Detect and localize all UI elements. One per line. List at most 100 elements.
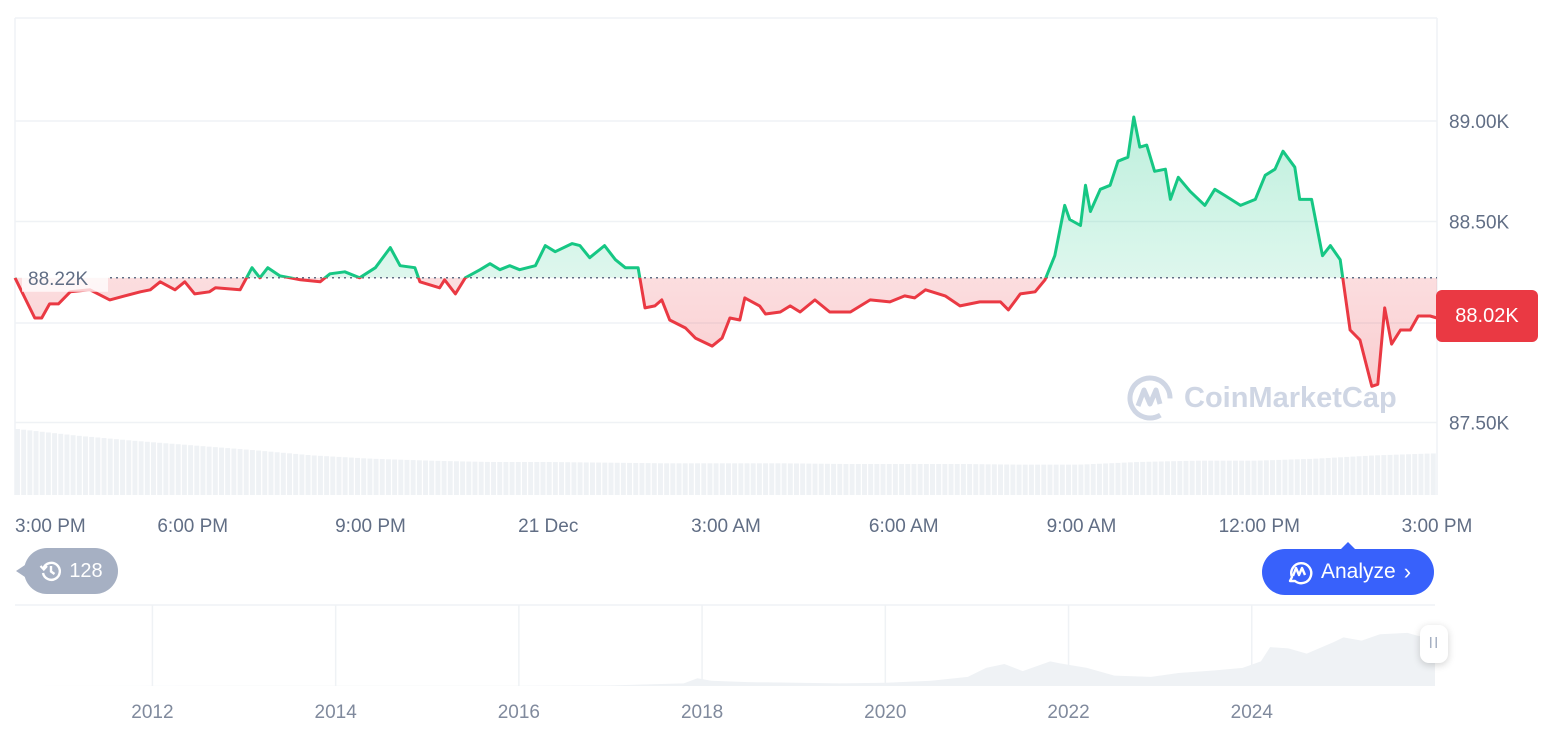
volume-bar <box>151 442 156 495</box>
navigator-year-label: 2024 <box>1231 702 1274 723</box>
volume-bar <box>157 442 163 495</box>
x-tick-label: 3:00 AM <box>691 516 761 537</box>
volume-bar <box>1319 458 1325 495</box>
volume-bar <box>89 436 95 495</box>
volume-bar <box>571 462 577 495</box>
volume-bar <box>824 463 830 495</box>
volume-bar <box>1109 463 1115 495</box>
history-navigator[interactable] <box>15 604 1435 686</box>
volume-bar <box>379 459 385 495</box>
volume-bar <box>936 463 942 495</box>
volume-bar <box>688 463 694 495</box>
volume-bar <box>225 448 231 495</box>
volume-bar <box>837 463 843 495</box>
volume-bar <box>101 438 107 495</box>
coinmarketcap-logo-icon <box>1127 375 1173 421</box>
volume-bar <box>1257 460 1263 495</box>
volume-bar <box>1134 462 1139 495</box>
volume-bar <box>1072 464 1078 495</box>
handle-grip-icon: II <box>1428 635 1440 652</box>
volume-bar <box>1393 454 1399 495</box>
volume-bar <box>577 462 583 495</box>
volume-bar <box>1195 460 1201 495</box>
price-area-above-baseline <box>246 117 1343 278</box>
volume-bar <box>21 429 27 495</box>
volume-bar <box>1028 464 1034 495</box>
volume-bar <box>985 464 991 495</box>
volume-bar <box>249 450 255 495</box>
volume-bar <box>540 462 546 495</box>
volume-bar <box>1121 462 1127 495</box>
volume-bar <box>447 461 453 495</box>
volume-bar <box>453 461 459 495</box>
volume-bar <box>83 436 88 495</box>
volume-bar <box>1041 464 1047 495</box>
volume-bar <box>1350 456 1356 495</box>
coinmarketcap-watermark: CoinMarketCap <box>1126 374 1397 422</box>
volume-bar <box>756 463 762 495</box>
volume-bar <box>1115 462 1121 495</box>
volume-bar <box>732 463 738 495</box>
volume-bar <box>1399 454 1405 495</box>
volume-bar <box>342 457 348 495</box>
volume-bar <box>1362 455 1368 495</box>
volume-bar <box>657 463 663 495</box>
volume-bar <box>274 452 280 495</box>
volume-bar <box>1381 455 1387 495</box>
volume-bar <box>1189 460 1195 495</box>
volume-bar <box>862 463 867 495</box>
navigator-year-label: 2018 <box>681 702 723 723</box>
volume-bar <box>1239 460 1245 495</box>
volume-bar <box>194 445 200 495</box>
volume-bar <box>868 463 874 495</box>
volume-bar <box>831 463 837 495</box>
volume-bar <box>1214 460 1220 495</box>
volume-bar <box>515 462 521 495</box>
volume-bar <box>336 456 342 495</box>
volume-bar <box>645 463 651 495</box>
analyze-button[interactable]: Analyze › <box>1262 542 1434 595</box>
volume-bar <box>738 463 744 495</box>
volume-bar <box>1103 463 1109 495</box>
volume-bar <box>651 463 657 495</box>
volume-bar <box>1418 453 1424 495</box>
volume-bar <box>948 463 954 495</box>
baseline-label-bg <box>22 261 108 292</box>
volume-bar <box>1202 460 1208 495</box>
volume-bar <box>633 462 639 495</box>
volume-bar <box>794 463 799 495</box>
x-tick-label: 6:00 PM <box>157 516 228 537</box>
volume-bar <box>1406 454 1412 495</box>
volume-bar <box>188 445 194 495</box>
volume-bar <box>682 463 688 495</box>
volume-bar <box>466 461 472 495</box>
volume-bar <box>1140 461 1146 495</box>
volume-bar <box>64 434 70 495</box>
current-price-label: 88.02K <box>1455 304 1519 327</box>
volume-bar <box>608 462 614 495</box>
volume-bar <box>583 462 589 495</box>
volume-bar <box>1158 461 1164 495</box>
volume-bar <box>256 450 262 495</box>
volume-bar <box>385 459 391 495</box>
volume-bar <box>627 462 633 495</box>
navigator-drag-handle[interactable]: II <box>1420 625 1448 663</box>
volume-bar <box>268 451 274 495</box>
chevron-right-icon: › <box>1403 559 1412 584</box>
volume-bar <box>1047 464 1053 495</box>
volume-bar <box>1090 464 1096 495</box>
volume-bar <box>726 463 731 495</box>
volume-bar <box>324 456 330 495</box>
volume-bar <box>620 462 626 495</box>
volume-bar <box>1208 460 1214 495</box>
x-tick-label: 9:00 AM <box>1047 516 1117 537</box>
volume-bar <box>293 453 299 495</box>
volume-bar <box>639 463 645 495</box>
volume-bar <box>423 460 428 495</box>
history-button[interactable]: 128 <box>16 548 118 594</box>
volume-bar <box>503 462 509 495</box>
volume-bar <box>973 464 979 495</box>
volume-bar <box>787 463 793 495</box>
volume-bar <box>1171 461 1177 495</box>
